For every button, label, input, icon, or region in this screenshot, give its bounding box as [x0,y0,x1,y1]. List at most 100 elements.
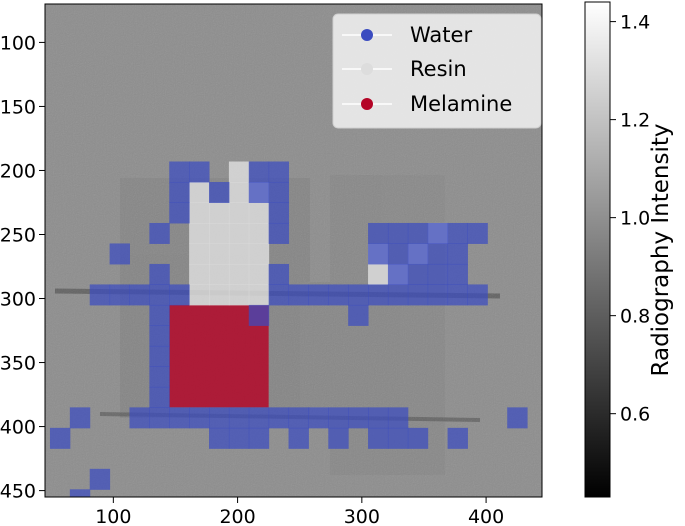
water-cell [89,284,111,306]
water-cell [169,161,190,183]
y-axis: 100 150 200 250 300 350 400 450 [0,32,45,503]
resin-cell [228,161,250,183]
water-cell [387,222,409,244]
water-cell [348,284,369,306]
water-cell [407,284,429,306]
water-cell [427,243,449,265]
water-cell [348,407,369,429]
resin-cell [248,202,270,224]
resin-cell [228,284,250,306]
water-cell [288,407,309,429]
y-tick-label: 450 [0,481,36,503]
water-cell [348,304,369,326]
water-cell [129,284,150,306]
legend-label-resin: Resin [410,57,467,81]
water-cell [407,243,429,265]
resin-cell [189,284,210,306]
water-cell [427,263,449,285]
y-tick-label: 350 [0,353,36,375]
water-cell [149,222,170,244]
water-cell [248,427,270,449]
water-cell [288,427,309,449]
water-cell [49,427,71,449]
legend-label-melamine: Melamine [410,92,512,116]
water-cell [288,284,309,306]
water-cell [248,161,270,183]
y-tick-label: 200 [0,160,36,182]
water-cell [387,243,409,265]
water-cell [447,284,468,306]
water-cell [387,427,409,449]
water-cell [189,407,210,429]
legend-marker-resin [361,63,373,75]
resin-cell [228,222,250,244]
resin-cell [209,284,230,306]
colorbar-tick-label: 0.8 [620,306,650,328]
resin-cell [189,202,210,224]
water-cell [149,263,170,285]
water-cell [447,427,468,449]
water-cell [149,345,170,367]
water-cell [129,407,150,429]
y-tick-label: 300 [0,289,36,311]
resin-cell [209,202,230,224]
water-cell [268,222,290,244]
resin-cell [248,284,270,306]
colorbar-tick-label: 1.2 [620,110,650,132]
water-cell [407,222,429,244]
classification-overlay [49,161,528,497]
resin-cell [248,263,270,285]
resin-cell [228,243,250,265]
resin-cell [228,263,250,285]
colorbar-tick-label: 0.6 [620,404,650,426]
water-cell [328,427,349,449]
water-cell [69,407,91,429]
water-cell [447,243,468,265]
water-cell [427,284,449,306]
water-cell [507,407,528,429]
water-cell [209,181,230,203]
water-cell [189,161,210,183]
resin-cell [209,243,230,265]
resin-cell [189,222,210,244]
water-cell [268,181,290,203]
water-cell [209,407,230,429]
water-cell [368,427,389,449]
water-cell [308,284,329,306]
resin-cell [189,263,210,285]
water-cell [89,468,111,490]
x-tick-label: 100 [95,506,131,526]
water-cell [268,202,290,224]
water-cell [368,222,389,244]
water-cell [368,243,389,265]
colorbar-gradient [584,1,611,498]
water-cell [328,407,349,429]
water-cell [308,407,329,429]
resin-cell [189,181,210,203]
water-cell [149,325,170,347]
water-cell [109,243,130,265]
legend-marker-melamine [361,98,373,110]
colorbar-tick-label: 1.4 [620,12,650,34]
water-cell [149,284,170,306]
water-cell [149,386,170,408]
water-cell [228,427,250,449]
water-cell [268,407,290,429]
resin-cell [228,202,250,224]
water-cell [328,284,349,306]
y-tick-label: 400 [0,417,36,439]
water-cell [169,202,190,224]
water-cell [387,284,409,306]
legend-item-water: Water [342,23,472,47]
water-cell [447,222,468,244]
water-cell [407,427,429,449]
x-tick-label: 200 [219,506,255,526]
x-tick-label: 400 [468,506,504,526]
resin-cell [228,181,250,203]
water-cell [467,222,488,244]
legend-item-melamine: Melamine [342,92,512,116]
water-cell [368,407,389,429]
colorbar: 0.6 0.8 1.0 1.2 1.4 Radiography Intensity [584,1,674,498]
resin-cell [248,222,270,244]
